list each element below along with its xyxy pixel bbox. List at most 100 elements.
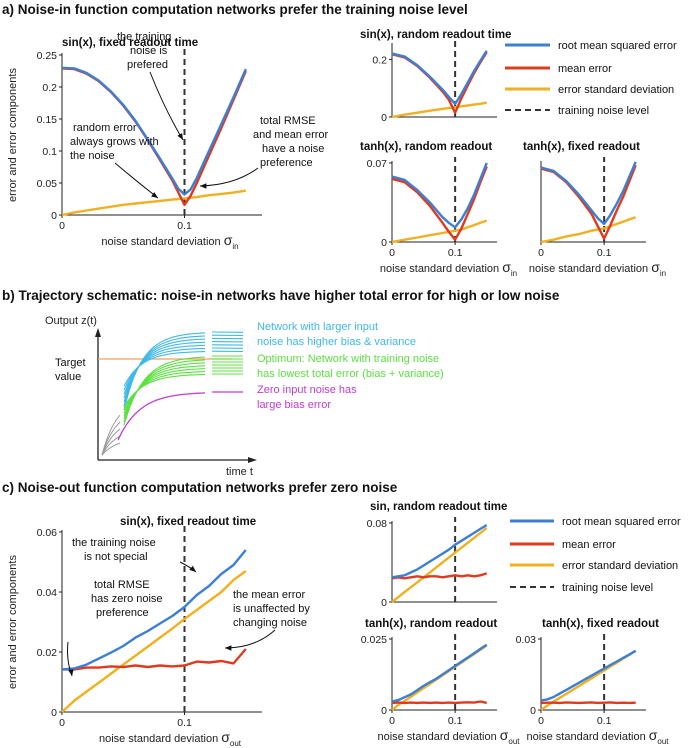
annotation-arrowhead (225, 645, 232, 651)
y-tick-label: 0 (51, 210, 57, 222)
annotation-random-error: random error always grows with the noise (70, 122, 162, 162)
series-rmse (391, 643, 488, 703)
series-rmse (61, 549, 247, 671)
header-a: a) Noise-in function computation network… (2, 2, 468, 17)
x-axis-label: noise standard deviation σin (101, 232, 238, 251)
y-tick-label: 0.25 (37, 50, 58, 62)
y-tick-label: 0.15 (37, 114, 58, 126)
series-mean (62, 648, 247, 671)
y-tick-label: 0.05 (37, 178, 58, 190)
series-mean (391, 165, 488, 241)
schematic-ylabel: Output z(t) (45, 315, 97, 327)
annotation-mean-unaffected: the mean error is unaffected by changing… (233, 589, 313, 629)
y-tick-label: 0.1 (42, 146, 57, 158)
y-tick-label: 0.04 (37, 587, 58, 599)
chart-title: sin(x), fixed readout time (62, 37, 198, 49)
series-rmse (391, 50, 488, 106)
chart-a-main: sin(x), fixed readout time 0 0.05 0.1 0.15 0.… (7, 37, 262, 251)
y-tick-label: 0.2 (372, 54, 387, 66)
legend-c-rmse-label: root mean squared error (562, 516, 681, 528)
header-c: c) Noise-out function computation networ… (2, 480, 398, 495)
y-tick-label: 0.03 (516, 634, 537, 646)
chart-c-sin-random: sin, random readout time 0 0.08 (367, 501, 508, 609)
schematic-xlabel: time t (226, 466, 253, 478)
legend-c-dash-label: training noise level (562, 582, 653, 594)
annotation-arrow (149, 71, 184, 141)
annotation-arrowhead (151, 192, 158, 198)
y-tick-label: 0 (530, 705, 536, 717)
chart-c-main: sin(x), fixed readout time 0 0.02 0.04 0.06 0… (7, 516, 262, 748)
target-label: Target value (55, 357, 89, 383)
schematic-x-arrowhead (248, 457, 257, 463)
trajectory-gray (101, 435, 121, 456)
cyan-label: Network with larger input noise has high… (257, 321, 416, 348)
chart-title: tanh(x), random readout (360, 141, 492, 153)
annotation-arrowhead (200, 183, 207, 189)
trajectory-magenta (117, 392, 206, 441)
x-tick-label: 0.1 (597, 247, 612, 259)
trajectory-gray (101, 442, 121, 456)
legend-a: root mean squared error mean error error… (505, 40, 677, 117)
x-axis-label: noise standard deviation σin (529, 259, 666, 278)
x-tick-label: 0 (389, 247, 395, 259)
x-tick-label: 0 (538, 715, 544, 727)
chart-title: tanh(x), fixed readout (523, 141, 640, 153)
trajectory-lines (101, 331, 244, 456)
annotation-arrows (67, 71, 276, 677)
annotation-arrowhead (189, 565, 196, 572)
y-tick-label: 0 (381, 237, 387, 249)
series-sd (540, 216, 637, 244)
annotation-arrow (199, 167, 259, 187)
chart-title: sin(x), fixed readout time (120, 516, 256, 528)
x-tick-label: 0 (538, 247, 544, 259)
x-tick-label: 0 (59, 220, 65, 232)
x-tick-label: 0 (59, 717, 65, 729)
trajectory-gray (101, 428, 121, 456)
trajectory-cyan (123, 351, 206, 387)
series-sd (61, 189, 246, 217)
series-mean (540, 701, 636, 705)
series-rmse (540, 161, 637, 226)
x-tick-label: 0.1 (448, 247, 463, 259)
annotation-arrow (224, 629, 276, 649)
legend-rmse-label: root mean squared error (558, 40, 677, 52)
series-rmse (391, 523, 488, 579)
y-tick-label: 0 (381, 597, 387, 609)
x-axis-label: noise standard deviation σout (377, 727, 520, 746)
y-tick-label: 0 (51, 707, 57, 719)
chart-title: tanh(x), fixed readout (542, 618, 659, 630)
trajectory-green (123, 371, 206, 411)
green-label: Optimum: Network with training noise has… (257, 353, 444, 380)
chart-title: sin(x), random readout time (360, 29, 511, 41)
annotations-a: the training noise is prefered total RMS… (70, 31, 331, 169)
schematic-y-arrowhead (95, 328, 101, 337)
series-mean (540, 164, 637, 240)
y-tick-label: 0 (381, 705, 387, 717)
y-tick-label: 0.06 (37, 527, 58, 539)
legend-c-sd-label: error standard deviation (562, 560, 678, 572)
x-tick-label: 0.1 (597, 715, 612, 727)
x-tick-label: 0 (389, 715, 395, 727)
annotation-not-special: the training noise is not special (72, 537, 159, 563)
y-tick-label: 0.08 (367, 518, 388, 530)
annotations-c: the training noise is not special total … (72, 537, 313, 629)
annotation-total-rmse: total RMSE and mean error have a noise p… (253, 115, 331, 169)
legend-dash-label: training noise level (558, 105, 649, 117)
trajectory-gray (101, 414, 121, 456)
series-rmse (540, 649, 637, 702)
trajectory-gray (101, 421, 121, 456)
y-axis-label: error and error components (7, 555, 19, 689)
x-axis-label: noise standard deviation σout (99, 729, 242, 748)
annotation-arrowhead (177, 133, 183, 140)
series-sd (391, 219, 488, 244)
x-axis-label: noise standard deviation σin (380, 259, 517, 278)
annotation-arrow (114, 162, 159, 199)
x-tick-label: 0.1 (177, 220, 192, 232)
legend-c: root mean squared error mean error error… (510, 516, 681, 594)
trajectory-schematic: Output z(t) time t Target value Network … (45, 315, 444, 478)
